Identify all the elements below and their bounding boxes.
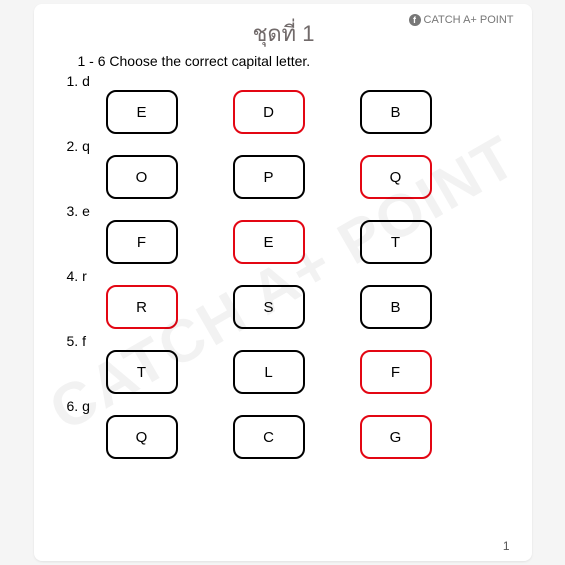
question-row: 2. qO P Q: [64, 138, 504, 199]
instructions: 1 - 6 Choose the correct capital letter.: [78, 53, 504, 69]
choice-box[interactable]: Q: [106, 415, 178, 459]
choice-box[interactable]: T: [360, 220, 432, 264]
brand-text: CATCH A+ POINT: [424, 14, 514, 26]
choice-box[interactable]: E: [106, 90, 178, 134]
choice-box[interactable]: T: [106, 350, 178, 394]
question-prompt: 3. e: [67, 203, 504, 219]
question-row: 6. gQ C G: [64, 398, 504, 459]
choice-box[interactable]: R: [106, 285, 178, 329]
question-prompt: 2. q: [67, 138, 504, 154]
choice-box[interactable]: S: [233, 285, 305, 329]
choice-box[interactable]: F: [106, 220, 178, 264]
choice-box[interactable]: P: [233, 155, 305, 199]
choice-box[interactable]: C: [233, 415, 305, 459]
question-row: 3. eF E T: [64, 203, 504, 264]
choice-box[interactable]: E: [233, 220, 305, 264]
choice-box[interactable]: L: [233, 350, 305, 394]
question-row: 4. rR S B: [64, 268, 504, 329]
question-row: 5. fT L F: [64, 333, 504, 394]
worksheet-page: CATCH A+ POINT f CATCH A+ POINT ชุดที่ 1…: [34, 4, 532, 561]
choice-box[interactable]: B: [360, 285, 432, 329]
brand-label: f CATCH A+ POINT: [409, 14, 514, 26]
choices-row: EDB: [106, 90, 504, 134]
choices-row: RSB: [106, 285, 504, 329]
choice-box[interactable]: F: [360, 350, 432, 394]
choice-box[interactable]: O: [106, 155, 178, 199]
choice-box[interactable]: B: [360, 90, 432, 134]
choices-row: O P Q: [106, 155, 504, 199]
choice-box[interactable]: Q: [360, 155, 432, 199]
question-prompt: 4. r: [67, 268, 504, 284]
choices-row: TLF: [106, 350, 504, 394]
question-prompt: 1. d: [67, 73, 504, 89]
choice-box[interactable]: G: [360, 415, 432, 459]
question-prompt: 6. g: [67, 398, 504, 414]
choices-row: FET: [106, 220, 504, 264]
choice-box[interactable]: D: [233, 90, 305, 134]
choices-row: QCG: [106, 415, 504, 459]
facebook-icon: f: [409, 14, 421, 26]
question-row: 1. dE D B: [64, 73, 504, 134]
questions-container: 1. dEDB2. qOPQ3. eFET4. rRSB5. fTLF6. gQ…: [64, 73, 504, 459]
question-prompt: 5. f: [67, 333, 504, 349]
page-number: 1: [503, 539, 510, 553]
